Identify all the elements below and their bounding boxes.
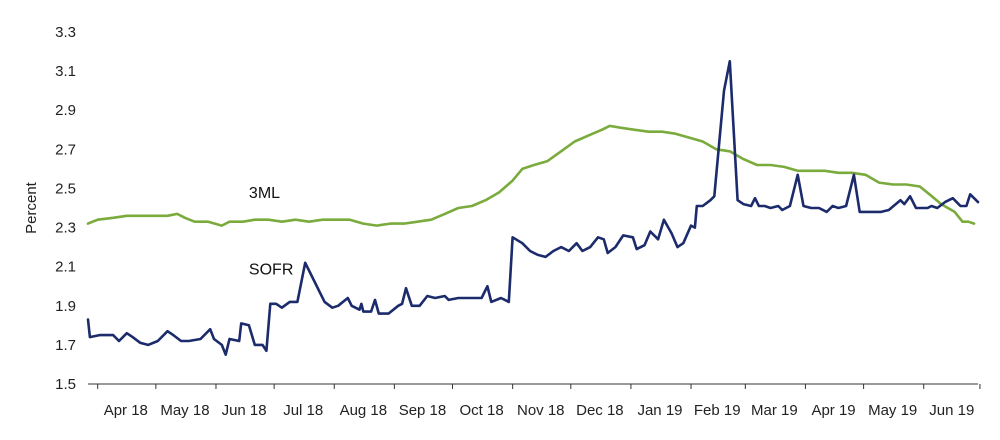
series-layer — [86, 60, 980, 356]
x-tick-label: Dec 18 — [576, 402, 624, 419]
x-tick-label: Oct 18 — [460, 402, 504, 419]
y-tick-label: 3.3 — [55, 24, 76, 41]
x-tick-label: Feb 19 — [694, 402, 741, 419]
x-tick-label: May 19 — [868, 402, 917, 419]
x-tick-label: Sep 18 — [399, 402, 447, 419]
x-tick-label: Jan 19 — [637, 402, 682, 419]
series-line-sofr — [86, 60, 980, 356]
x-tick-label: Jun 18 — [222, 402, 267, 419]
x-tick-label: Jun 19 — [929, 402, 974, 419]
y-axis: 1.5 1.7 1.9 2.1 2.3 2.5 2.7 2.9 3.1 3.3 — [55, 24, 76, 393]
y-tick-label: 2.5 — [55, 180, 76, 197]
y-tick-label: 1.7 — [55, 337, 76, 354]
y-tick-label: 1.9 — [55, 298, 76, 315]
y-axis-title: Percent — [23, 181, 40, 234]
y-tick-label: 3.1 — [55, 63, 76, 80]
x-tick-label: Apr 19 — [811, 402, 855, 419]
y-tick-label: 2.1 — [55, 259, 76, 276]
x-tick-label: Apr 18 — [104, 402, 148, 419]
series-line-3ml — [86, 124, 976, 227]
series-label-sofr: SOFR — [249, 261, 293, 278]
y-tick-label: 2.7 — [55, 141, 76, 158]
series-label-3ml: 3ML — [249, 185, 280, 202]
x-tick-label: Mar 19 — [751, 402, 798, 419]
x-tick-label: Aug 18 — [340, 402, 388, 419]
y-tick-label: 1.5 — [55, 376, 76, 393]
x-tick-label: Jul 18 — [283, 402, 323, 419]
y-tick-label: 2.9 — [55, 102, 76, 119]
x-tick-label: Nov 18 — [517, 402, 565, 419]
x-tick-label: May 18 — [160, 402, 209, 419]
series-labels: 3ML SOFR — [249, 185, 293, 278]
y-tick-label: 2.3 — [55, 220, 76, 237]
x-axis: Apr 18 May 18 Jun 18 Jul 18 Aug 18 Sep 18 Oct … — [88, 383, 981, 419]
